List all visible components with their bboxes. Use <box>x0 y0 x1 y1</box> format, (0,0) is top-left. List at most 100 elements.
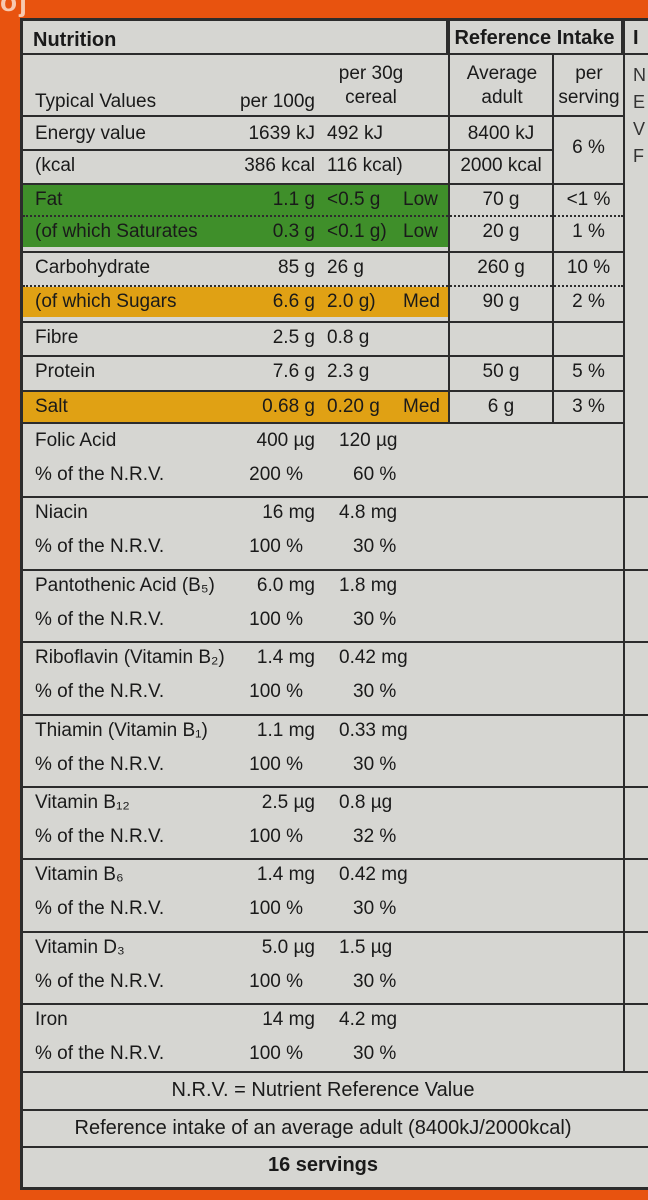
value-per-100g: 0.68 g <box>262 396 315 417</box>
nrv-percent-30g: 30 % <box>353 536 397 557</box>
reference-intake-value: 8400 kJ <box>467 123 535 144</box>
nutrient-name: Energy value <box>35 123 146 144</box>
vitamin-per-100g: 6.0 mg <box>256 575 315 596</box>
nrv-percent-100g: 100 % <box>249 1043 303 1064</box>
salt-med-band <box>23 392 448 422</box>
vitamin-name: Riboflavin (Vitamin B₂) <box>35 647 225 668</box>
vitamin-name: Vitamin B₆ <box>35 864 124 885</box>
vitamin-per-30g: 4.2 mg <box>339 1009 398 1030</box>
reference-intake-value: 6 g <box>487 396 515 417</box>
vitamin-divider <box>23 569 648 571</box>
row-divider <box>23 149 448 151</box>
nrv-percent-30g: 30 % <box>353 609 397 630</box>
divider-serving <box>552 55 554 422</box>
nrv-label: % of the N.R.V. <box>35 609 165 630</box>
side-panel-letter: N <box>633 65 646 85</box>
nrv-percent-30g: 30 % <box>353 681 397 702</box>
vitamin-divider <box>23 1003 648 1005</box>
vitamin-divider <box>23 496 648 498</box>
vitamin-per-100g: 400 µg <box>256 430 316 451</box>
vitamin-name: Vitamin D₃ <box>35 937 125 958</box>
footer-line-2 <box>23 1109 648 1111</box>
typical-values-label: Typical Values <box>35 91 157 112</box>
nrv-footnote: N.R.V. = Nutrient Reference Value <box>171 1079 475 1101</box>
value-per-100g: 85 g <box>278 257 315 278</box>
servings-count: 16 servings <box>267 1154 379 1176</box>
value-per-100g: 7.6 g <box>272 361 315 382</box>
vitamin-per-100g: 1.1 mg <box>256 720 315 741</box>
value-per-30g: 2.3 g <box>327 361 370 382</box>
nrv-label: % of the N.R.V. <box>35 1043 165 1064</box>
per100-header: per 100g <box>239 91 315 112</box>
row-divider <box>23 390 623 392</box>
vitamin-per-30g: 1.5 µg <box>339 937 393 958</box>
vitamin-divider <box>23 786 648 788</box>
vitamin-per-30g: 0.42 mg <box>339 864 408 885</box>
nrv-percent-100g: 100 % <box>249 681 303 702</box>
avg-adult-header-line2: adult <box>481 87 523 108</box>
per30-header-line1: per 30g <box>338 63 404 84</box>
per-serving-header-line2: serving <box>558 87 620 108</box>
percent-per-serving: 1 % <box>572 221 605 242</box>
percent-per-serving: 5 % <box>572 361 605 382</box>
footer-top-line <box>23 1071 648 1073</box>
vitamin-name: Iron <box>35 1009 68 1030</box>
nutrient-name: (of which Sugars <box>35 291 177 312</box>
nrv-percent-30g: 30 % <box>353 754 397 775</box>
nrv-percent-100g: 100 % <box>249 609 303 630</box>
value-per-100g: 386 kcal <box>244 155 315 176</box>
percent-per-serving: 2 % <box>572 291 605 312</box>
nrv-percent-30g: 30 % <box>353 1043 397 1064</box>
value-per-30g: 116 kcal) <box>327 155 403 176</box>
vitamin-divider <box>23 931 648 933</box>
vitamin-per-30g: 4.8 mg <box>339 502 398 523</box>
nrv-label: % of the N.R.V. <box>35 898 165 919</box>
reference-intake-value: 2000 kcal <box>460 155 542 176</box>
nrv-percent-30g: 32 % <box>353 826 397 847</box>
nutrient-name: Fat <box>35 189 63 210</box>
value-per-30g: 26 g <box>327 257 364 278</box>
nrv-label: % of the N.R.V. <box>35 464 165 485</box>
ri-footnote: Reference intake of an average adult (84… <box>74 1117 572 1139</box>
row-divider <box>23 251 623 253</box>
percent-per-serving: 3 % <box>572 396 605 417</box>
row-divider <box>23 183 623 185</box>
vitamin-per-30g: 1.8 mg <box>339 575 398 596</box>
reference-intake-value: 20 g <box>482 221 520 242</box>
vitamin-per-30g: 0.42 mg <box>339 647 408 668</box>
traffic-light-level: Med <box>403 291 440 312</box>
vitamin-per-100g: 1.4 mg <box>256 647 315 668</box>
nrv-percent-100g: 100 % <box>249 971 303 992</box>
row-divider <box>23 355 623 357</box>
nutrition-label: Nutrition Reference Intake I Typical Val… <box>20 18 648 1190</box>
vitamin-divider <box>23 641 648 643</box>
nrv-percent-30g: 30 % <box>353 971 397 992</box>
value-per-30g: 0.8 g <box>327 327 370 348</box>
side-panel-letter: E <box>633 92 646 112</box>
value-per-30g: 2.0 g) <box>327 291 376 312</box>
vitamin-per-100g: 5.0 µg <box>261 937 315 958</box>
nutrient-name: Protein <box>35 361 96 382</box>
reference-intake-value: 70 g <box>482 189 520 210</box>
value-per-30g: 492 kJ <box>327 123 383 144</box>
nutrient-name: Carbohydrate <box>35 257 151 278</box>
vitamin-per-100g: 2.5 µg <box>261 792 315 813</box>
nrv-percent-100g: 100 % <box>249 754 303 775</box>
nrv-percent-100g: 100 % <box>249 898 303 919</box>
reference-intake-heading: Reference Intake <box>448 21 623 55</box>
per30-header-line2: cereal <box>345 87 397 108</box>
nrv-percent-100g: 200 % <box>249 464 303 485</box>
traffic-light-level: Low <box>403 189 438 210</box>
row-divider <box>23 285 623 287</box>
vitamin-per-100g: 14 mg <box>262 1009 315 1030</box>
row-divider <box>23 321 623 323</box>
main-table-bottom <box>23 422 623 424</box>
avg-adult-header-line1: Average <box>466 63 538 84</box>
percent-per-serving: 6 % <box>572 137 605 158</box>
nrv-label: % of the N.R.V. <box>35 826 165 847</box>
nrv-percent-30g: 60 % <box>353 464 397 485</box>
vitamin-name: Pantothenic Acid (B₅) <box>35 575 215 596</box>
value-per-100g: 1.1 g <box>272 189 315 210</box>
value-per-100g: 6.6 g <box>272 291 315 312</box>
divider-ri <box>448 21 450 422</box>
